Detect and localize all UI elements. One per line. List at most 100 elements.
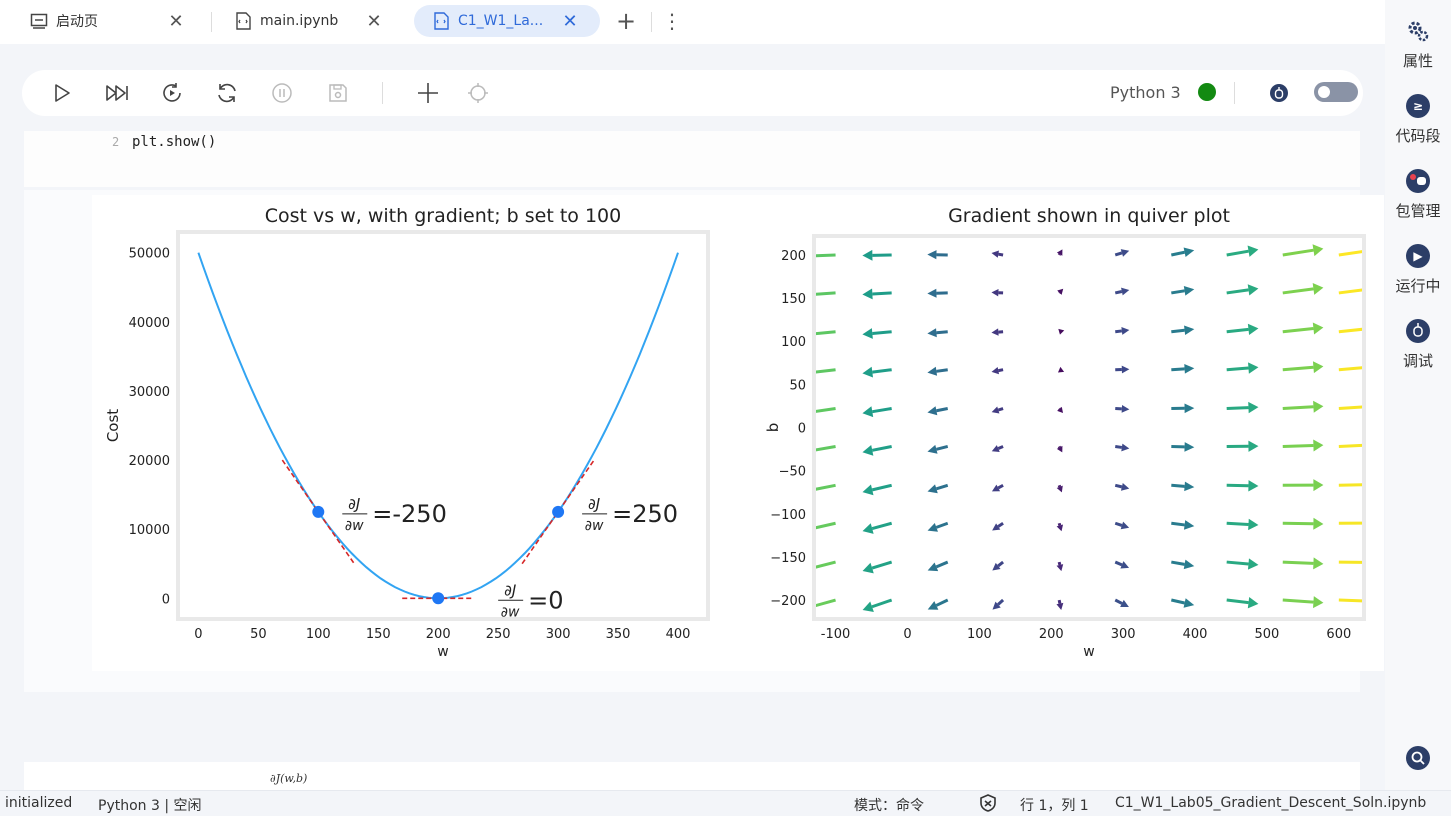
quiver-arrow-shaft — [871, 445, 892, 452]
toolbar-divider — [382, 82, 383, 104]
restart-run-button[interactable] — [160, 81, 184, 105]
quiver-arrow-head — [1056, 445, 1063, 453]
more-vertical-icon[interactable]: ⋮ — [662, 9, 682, 33]
sidebar-item-snippets[interactable]: ≥ 代码段 — [1385, 93, 1451, 146]
restart-kernel-button[interactable] — [215, 81, 239, 105]
run-cell-button[interactable] — [50, 81, 74, 105]
tab-divider — [651, 12, 652, 32]
debugger-button[interactable] — [1267, 81, 1291, 105]
quiver-arrow-shaft — [936, 330, 948, 335]
quiver-x-tick-label: 500 — [1255, 627, 1280, 642]
sidebar-item-debug[interactable]: 调试 — [1385, 318, 1451, 371]
quiver-x-tick-label: 0 — [903, 627, 911, 642]
quiver-x-tick-label: 400 — [1183, 627, 1208, 642]
quiver-arrow-shaft — [1114, 251, 1123, 257]
quiver-arrow-shaft — [872, 330, 892, 336]
search-button[interactable] — [1385, 745, 1451, 771]
quiver-y-tick-label: 0 — [798, 422, 806, 437]
annotation-numerator: ∂J — [504, 581, 516, 599]
sidebar-item-properties[interactable]: 属性 — [1385, 18, 1451, 71]
quiver-arrow-shaft — [1338, 327, 1362, 334]
quiver-arrow-head — [1056, 564, 1064, 572]
quiver-arrow-shaft — [1282, 405, 1314, 411]
code-line[interactable]: plt.show() — [132, 134, 217, 150]
quiver-arrow-head — [991, 366, 1000, 375]
quiver-arrow-head — [1121, 365, 1130, 374]
quiver-arrow-head — [1378, 517, 1384, 529]
close-icon[interactable]: ✕ — [366, 10, 382, 32]
math-fragment: ∂J(w,b) — [270, 772, 308, 785]
quiver-arrow-shaft — [1226, 288, 1249, 295]
quiver-title: Gradient shown in quiver plot — [948, 205, 1230, 227]
sidebar-item-running[interactable]: ▶ 运行中 — [1385, 243, 1451, 296]
search-icon — [1405, 745, 1431, 771]
quiver-arrow-shaft — [1115, 444, 1123, 449]
line-number: 2 — [112, 135, 120, 149]
quiver-arrow-head — [1247, 245, 1259, 257]
quiver-arrow-shaft — [1226, 249, 1249, 257]
quiver-arrow-head — [1184, 325, 1195, 336]
close-icon[interactable]: ✕ — [168, 10, 184, 32]
quiver-arrow-head — [862, 406, 874, 418]
quiver-arrow-shaft — [1171, 483, 1185, 488]
quiver-arrow-head — [1056, 524, 1064, 532]
code-cell[interactable]: 2 plt.show() — [24, 131, 1360, 187]
status-cursor-position[interactable]: 行 1，列 1 — [1020, 798, 1089, 814]
quiver-arrow-shaft — [998, 252, 1004, 257]
status-filename: C1_W1_Lab05_Gradient_Descent_Soln.ipynb — [1115, 795, 1427, 811]
annotation-numerator: ∂J — [348, 495, 360, 513]
quiver-arrow-head — [927, 601, 939, 610]
quiver-arrow-shaft — [1338, 443, 1362, 448]
quiver-arrow-head — [927, 406, 938, 416]
add-tab-icon[interactable]: + — [615, 7, 637, 35]
toolbar-divider — [1234, 82, 1235, 104]
quiver-arrow-shaft — [1114, 521, 1123, 527]
interrupt-button[interactable] — [270, 81, 294, 105]
tab-main-ipynb[interactable]: main.ipynb ✕ — [234, 5, 404, 37]
quiver-arrow-head — [991, 250, 999, 258]
quiver-arrow-shaft — [997, 522, 1004, 528]
quiver-arrow-shaft — [1057, 599, 1062, 604]
restart-run-icon — [163, 83, 181, 102]
tab-c1-w1-lab05[interactable]: C1_W1_La... ✕ — [414, 5, 600, 37]
sidebar-item-packages[interactable]: 包管理 — [1385, 168, 1451, 221]
quiver-arrow-head — [862, 484, 874, 496]
status-kernel[interactable]: Python 3 | 空闲 — [98, 798, 202, 814]
quiver-arrow-shaft — [1226, 406, 1249, 411]
quiver-arrow-head — [1248, 401, 1259, 414]
y-tick-label: 40000 — [129, 316, 170, 331]
x-tick-label: 200 — [426, 627, 451, 642]
quiver-x-tick-label: 300 — [1111, 627, 1136, 642]
locate-button[interactable] — [466, 81, 490, 105]
package-icon — [1405, 168, 1431, 194]
markdown-cell[interactable]: ∂J(w,b) — [24, 762, 1360, 792]
quiver-arrow-head — [1183, 247, 1195, 257]
tangent-line — [521, 459, 595, 565]
quiver-arrow-head — [798, 485, 809, 497]
quiver-y-tick-label: −150 — [770, 551, 806, 566]
x-tick-label: 150 — [366, 627, 391, 642]
quiver-arrow-shaft — [1171, 560, 1185, 566]
quiver-arrow-head — [1313, 479, 1324, 492]
quiver-y-tick-label: 150 — [781, 292, 806, 307]
quiver-arrow-shaft — [816, 330, 836, 336]
add-cell-button[interactable] — [416, 81, 440, 105]
tangent-line — [281, 459, 355, 565]
gears-icon — [1405, 18, 1431, 44]
debugger-toggle[interactable] — [1314, 82, 1358, 102]
quiver-arrow-head — [1058, 328, 1065, 335]
run-all-button[interactable] — [105, 81, 129, 105]
quiver-arrow-shaft — [1338, 598, 1362, 603]
kernel-name[interactable]: Python 3 — [1110, 83, 1181, 102]
quiver-arrow-head — [1378, 595, 1384, 607]
save-button[interactable] — [326, 81, 350, 105]
quiver-arrow-shaft — [816, 291, 836, 296]
quiver-arrow-shaft — [997, 483, 1004, 490]
x-tick-label: 300 — [546, 627, 571, 642]
tab-launcher[interactable]: 启动页 ✕ — [30, 5, 200, 37]
notebook-icon — [234, 12, 252, 30]
quiver-arrow-shaft — [935, 521, 949, 529]
close-icon[interactable]: ✕ — [562, 10, 578, 32]
shield-icon[interactable] — [978, 793, 998, 816]
